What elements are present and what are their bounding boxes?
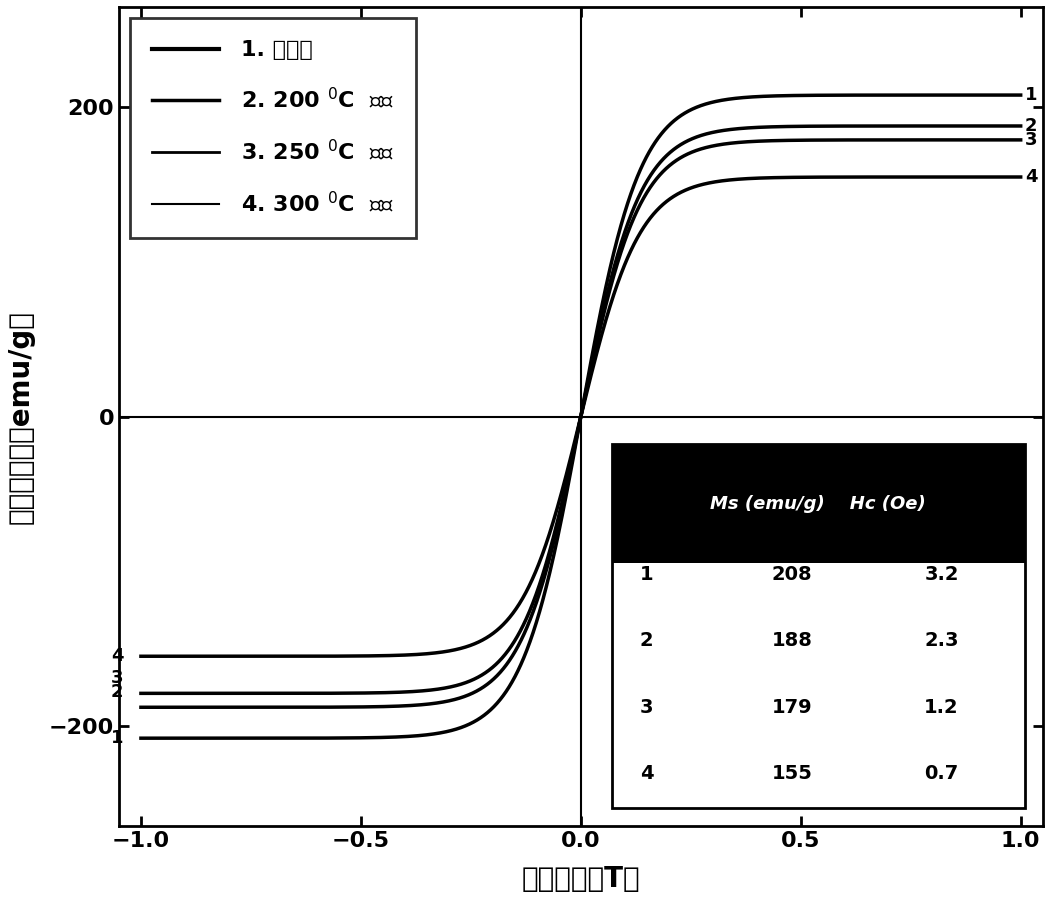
Bar bbox=[611, 445, 1025, 808]
X-axis label: 外加磁场（T）: 外加磁场（T） bbox=[522, 865, 640, 893]
Legend: 1. 球磨后, 2. 200 $^0$C  退火, 3. 250 $^0$C  退火, 4. 300 $^0$C  退火: 1. 球磨后, 2. 200 $^0$C 退火, 3. 250 $^0$C 退火… bbox=[130, 18, 417, 239]
Text: 155: 155 bbox=[772, 764, 813, 783]
Text: 2: 2 bbox=[111, 683, 123, 701]
Text: 0.7: 0.7 bbox=[924, 764, 959, 783]
Text: 4: 4 bbox=[1025, 168, 1037, 186]
Text: 1: 1 bbox=[1025, 86, 1037, 104]
Text: 1: 1 bbox=[111, 729, 123, 747]
Text: 179: 179 bbox=[772, 698, 813, 716]
Text: 3: 3 bbox=[111, 669, 123, 687]
Text: 4: 4 bbox=[640, 764, 653, 783]
Text: 4: 4 bbox=[111, 647, 123, 665]
Text: 3: 3 bbox=[640, 698, 653, 716]
Text: 188: 188 bbox=[772, 631, 813, 651]
Bar bbox=[611, 445, 1025, 563]
Text: 2: 2 bbox=[1025, 117, 1037, 135]
Text: 3.2: 3.2 bbox=[924, 565, 959, 584]
Text: 2.3: 2.3 bbox=[924, 631, 959, 651]
Y-axis label: 磁感应强度（emu/g）: 磁感应强度（emu/g） bbox=[7, 310, 35, 524]
Text: 1: 1 bbox=[640, 565, 653, 584]
Text: Ms (emu/g)    Hc (Oe): Ms (emu/g) Hc (Oe) bbox=[711, 495, 926, 513]
Text: 208: 208 bbox=[772, 565, 813, 584]
Text: 3: 3 bbox=[1025, 130, 1037, 148]
Text: 2: 2 bbox=[640, 631, 653, 651]
Text: 1.2: 1.2 bbox=[924, 698, 959, 716]
